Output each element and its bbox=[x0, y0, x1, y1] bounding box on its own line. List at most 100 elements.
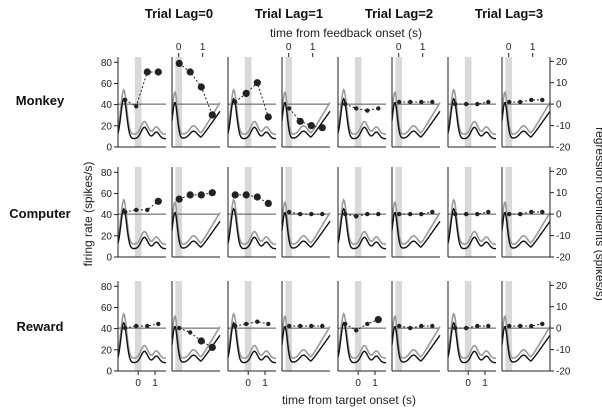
regression-point bbox=[123, 325, 128, 331]
regression-point bbox=[208, 189, 216, 197]
regression-point bbox=[518, 323, 523, 329]
regression-point bbox=[430, 99, 435, 105]
right-tick-label: 10 bbox=[556, 78, 568, 89]
regression-point bbox=[253, 193, 261, 201]
x-tick-label-bottom: 1 bbox=[482, 378, 488, 389]
regression-point bbox=[419, 99, 424, 105]
x-tick-label-bottom: 0 bbox=[245, 378, 251, 389]
firing-rate-trace-gray bbox=[281, 315, 331, 359]
x-tick-label-bottom: 1 bbox=[152, 378, 158, 389]
firing-rate-trace-dark bbox=[447, 321, 496, 364]
regression-point bbox=[320, 211, 325, 217]
regression-point bbox=[419, 323, 424, 329]
firing-rate-trace-dark bbox=[281, 325, 331, 363]
regression-line bbox=[345, 103, 379, 112]
event-shade bbox=[464, 167, 472, 257]
panel-monkey-lag3-feedback bbox=[501, 57, 551, 148]
panel-computer-lag0-target bbox=[117, 167, 167, 258]
right-tick-label: -10 bbox=[556, 345, 571, 356]
event-shade bbox=[464, 57, 472, 147]
panel-reward-lag2-target bbox=[337, 281, 387, 372]
event-shade bbox=[244, 57, 252, 147]
regression-point bbox=[296, 117, 304, 125]
regression-point bbox=[374, 316, 382, 324]
panel-reward-lag1-target bbox=[227, 281, 277, 372]
firing-rate-trace-dark bbox=[337, 207, 386, 250]
firing-rate-trace-dark bbox=[391, 211, 441, 249]
regression-point bbox=[354, 214, 359, 219]
event-shade bbox=[134, 57, 142, 147]
right-tick-label: 20 bbox=[556, 167, 568, 178]
regression-point bbox=[475, 101, 480, 107]
x-tick-label-bottom: 1 bbox=[262, 378, 268, 389]
regression-point bbox=[464, 101, 469, 107]
right-tick-label: 0 bbox=[556, 100, 562, 111]
regression-line bbox=[125, 200, 159, 213]
panel-computer-lag1-feedback bbox=[281, 167, 331, 258]
regression-point bbox=[197, 337, 205, 345]
regression-point bbox=[188, 330, 193, 335]
firing-rate-trace-dark bbox=[391, 325, 441, 363]
col-title-lag2: Trial Lag=2 bbox=[365, 6, 433, 21]
firing-rate-trace-gray bbox=[281, 91, 331, 135]
firing-rate-trace-gray bbox=[171, 315, 221, 359]
row-label-reward: Reward bbox=[17, 319, 64, 334]
regression-point bbox=[298, 323, 303, 329]
x-tick-label-top: 1 bbox=[530, 42, 536, 53]
panel-monkey-lag1-target bbox=[227, 57, 277, 148]
regression-line bbox=[235, 194, 269, 204]
event-shade bbox=[354, 167, 362, 257]
regression-point bbox=[430, 323, 435, 329]
panel-computer-lag3-target bbox=[447, 167, 497, 258]
regression-point bbox=[518, 211, 523, 217]
regression-point bbox=[134, 323, 139, 329]
regression-line bbox=[234, 81, 269, 118]
regression-point bbox=[242, 89, 250, 97]
firing-rate-trace-dark bbox=[117, 207, 166, 250]
panel-monkey-lag3-target bbox=[447, 57, 497, 148]
y-axis-label-left: firing rate (spikes/s) bbox=[81, 162, 95, 267]
regression-point bbox=[175, 195, 183, 203]
event-shade bbox=[464, 281, 472, 371]
x-tick-label-bottom: 1 bbox=[372, 378, 378, 389]
panel-monkey-lag0-target bbox=[117, 57, 167, 148]
firing-rate-trace-gray bbox=[391, 91, 441, 135]
event-shade bbox=[244, 281, 252, 371]
regression-point bbox=[264, 113, 272, 121]
firing-rate-trace-dark bbox=[391, 101, 441, 139]
regression-line bbox=[455, 325, 489, 329]
right-tick-label: 20 bbox=[556, 57, 568, 68]
x-tick-label-bottom: 0 bbox=[355, 378, 361, 389]
panel-reward-lag0-feedback bbox=[171, 281, 221, 372]
regression-point bbox=[255, 319, 260, 324]
regression-line bbox=[125, 323, 159, 329]
regression-point bbox=[320, 323, 325, 329]
regression-point bbox=[208, 343, 216, 351]
firing-rate-trace-dark bbox=[117, 321, 166, 364]
panel-reward-lag1-feedback bbox=[281, 281, 331, 372]
regression-line bbox=[455, 101, 489, 105]
left-tick-label: 20 bbox=[101, 345, 113, 356]
col-title-lag0: Trial Lag=0 bbox=[145, 6, 213, 21]
regression-point bbox=[134, 207, 139, 213]
panel-computer-lag3-feedback bbox=[501, 167, 551, 258]
regression-line bbox=[179, 327, 213, 348]
firing-rate-trace-gray bbox=[117, 312, 167, 360]
regression-line bbox=[509, 323, 543, 327]
regression-line bbox=[399, 325, 433, 329]
right-tick-label: 0 bbox=[556, 210, 562, 221]
firing-rate-trace-dark bbox=[171, 211, 221, 249]
x-axis-label-bottom: time from target onset (s) bbox=[282, 393, 416, 407]
regression-point bbox=[507, 99, 512, 105]
regression-point bbox=[453, 101, 458, 107]
regression-point bbox=[177, 325, 182, 331]
right-tick-label: -10 bbox=[556, 121, 571, 132]
left-tick-label: 80 bbox=[101, 58, 113, 69]
regression-point bbox=[507, 323, 512, 329]
right-tick-label: 10 bbox=[556, 188, 568, 199]
firing-rate-trace-gray bbox=[281, 201, 331, 245]
panel-monkey-lag2-feedback bbox=[391, 57, 441, 148]
row-label-monkey: Monkey bbox=[16, 93, 65, 108]
regression-point bbox=[298, 211, 303, 217]
regression-point bbox=[134, 104, 139, 109]
